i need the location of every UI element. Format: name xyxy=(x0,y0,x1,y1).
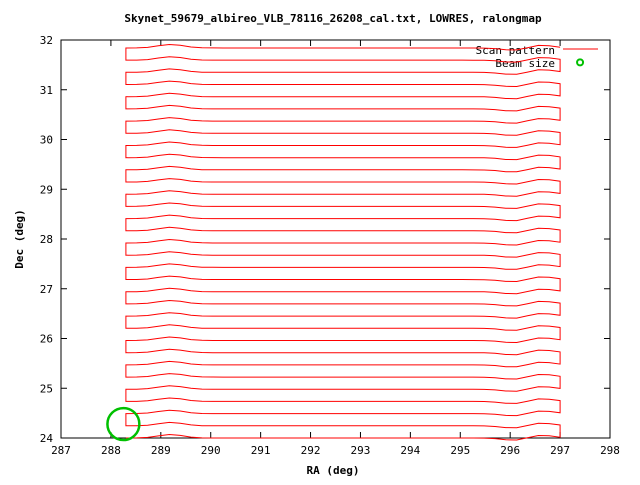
y-tick-label: 32 xyxy=(40,34,53,47)
legend: Scan pattern Beam size xyxy=(476,44,555,70)
y-tick-label: 27 xyxy=(40,283,53,296)
legend-swatch-beam-size xyxy=(576,58,585,67)
y-tick-label: 28 xyxy=(40,233,53,246)
chart-title: Skynet_59679_albireo_VLB_78116_26208_cal… xyxy=(124,12,542,25)
x-tick-label: 295 xyxy=(450,444,470,457)
y-tick-label: 31 xyxy=(40,84,53,97)
y-axis-label: Dec (deg) xyxy=(13,209,26,269)
y-tick-label: 25 xyxy=(40,382,53,395)
x-tick-label: 298 xyxy=(600,444,620,457)
x-tick-label: 289 xyxy=(151,444,171,457)
legend-label-scan-pattern: Scan pattern xyxy=(476,44,555,57)
x-tick-label: 290 xyxy=(201,444,221,457)
y-tick-label: 26 xyxy=(40,333,53,346)
plot-frame xyxy=(60,39,611,439)
x-tick-label: 291 xyxy=(251,444,271,457)
x-tick-label: 294 xyxy=(400,444,420,457)
x-tick-label: 287 xyxy=(51,444,71,457)
x-tick-label: 292 xyxy=(301,444,321,457)
y-tick-label: 24 xyxy=(40,432,54,445)
legend-label-beam-size: Beam size xyxy=(495,57,555,70)
scan-pattern-line xyxy=(125,43,561,441)
y-tick-label: 30 xyxy=(40,134,53,147)
x-axis-label: RA (deg) xyxy=(307,464,360,477)
x-tick-label: 297 xyxy=(550,444,570,457)
x-tick-label: 293 xyxy=(351,444,371,457)
beam-size-circle xyxy=(106,406,141,442)
scan-pattern-series xyxy=(125,43,561,441)
x-tick-label: 296 xyxy=(500,444,520,457)
y-tick-label: 29 xyxy=(40,183,53,196)
x-tick-label: 288 xyxy=(101,444,121,457)
